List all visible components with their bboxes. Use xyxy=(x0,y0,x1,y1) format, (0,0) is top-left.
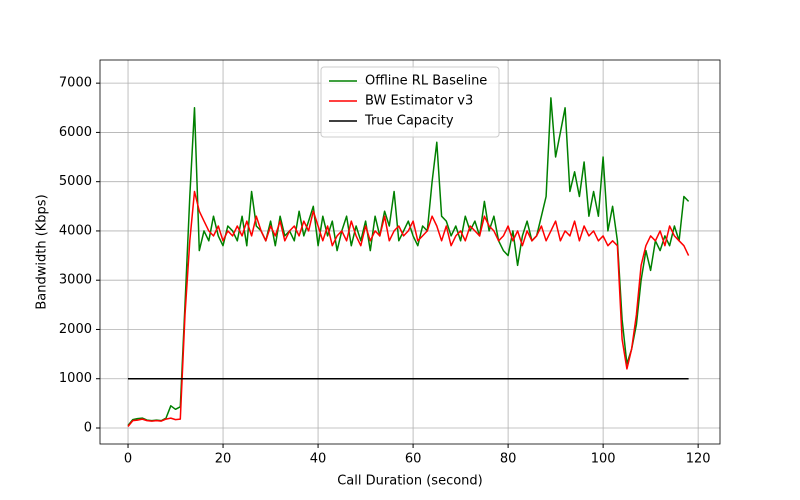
y-tick-label: 6000 xyxy=(59,125,92,140)
x-tick-label: 40 xyxy=(310,452,327,467)
legend-label: True Capacity xyxy=(364,114,454,129)
y-tick-label: 0 xyxy=(84,420,92,435)
plot-frame xyxy=(99,59,721,445)
y-tick-label: 4000 xyxy=(59,223,92,238)
legend-box xyxy=(320,66,500,138)
y-tick-label: 7000 xyxy=(59,76,92,91)
legend-label: BW Estimator v3 xyxy=(365,94,473,109)
series-line xyxy=(127,97,690,426)
x-tick-label: 80 xyxy=(500,452,517,467)
y-tick-label: 1000 xyxy=(59,371,92,386)
x-tick-label: 120 xyxy=(686,452,711,467)
x-tick-label: 100 xyxy=(591,452,616,467)
x-tick-label: 0 xyxy=(124,452,132,467)
y-axis-label: Bandwidth (Kbps) xyxy=(35,194,50,309)
y-tick-label: 2000 xyxy=(59,322,92,337)
x-tick-label: 20 xyxy=(215,452,232,467)
legend-label: Offline RL Baseline xyxy=(365,74,487,89)
x-axis-label: Call Duration (second) xyxy=(337,474,483,489)
y-tick-label: 3000 xyxy=(59,273,92,288)
series-line xyxy=(127,190,690,427)
y-tick-label: 5000 xyxy=(59,174,92,189)
x-tick-label: 60 xyxy=(405,452,422,467)
